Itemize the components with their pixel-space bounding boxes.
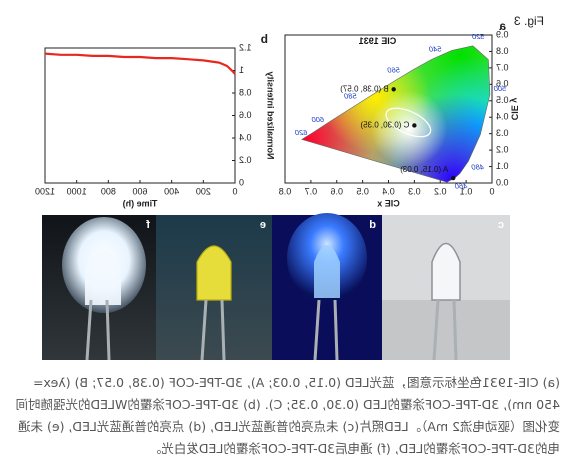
- x-tick-label: 0: [232, 186, 237, 196]
- wavelength-label: 520: [471, 32, 484, 41]
- x-axis-label: Time (h): [123, 198, 158, 208]
- y-tick-label: 0.7: [496, 62, 509, 72]
- photo: c: [382, 215, 510, 361]
- point-label: A (0.15, 0.03): [400, 165, 448, 174]
- wavelength-label: 620: [294, 128, 307, 137]
- data-point: [391, 87, 396, 92]
- figure-graphics: Fig. 3 0 0.1 0.2 0.3 0.4 0.5 0.6 0.7 0.8 0.0 0.1 0.…: [35, 14, 544, 361]
- x-tick-label: 600: [132, 186, 147, 196]
- x-tick-label: 400: [164, 186, 179, 196]
- panel-label: b: [261, 32, 268, 46]
- x-tick-label: 0.4: [382, 186, 395, 196]
- photo: f: [42, 215, 156, 361]
- wavelength-label: 580: [343, 91, 356, 100]
- led-lead: [432, 299, 440, 361]
- wavelength-label: 480: [471, 162, 484, 171]
- photo-bg-lower: [382, 300, 510, 360]
- y-tick-label: 0.5: [496, 95, 509, 105]
- led-body: [314, 245, 340, 298]
- led-lead: [220, 299, 226, 361]
- y-tick-label: 1.2: [239, 42, 252, 52]
- led-lead: [85, 299, 93, 361]
- x-tick-label: 200: [196, 186, 211, 196]
- led-lead: [105, 299, 111, 361]
- y-tick-label: 1: [239, 65, 244, 75]
- x-tick-label: 800: [101, 186, 116, 196]
- figure-label: Fig. 3: [514, 14, 544, 28]
- y-tick-label: 0.9: [496, 29, 509, 39]
- x-tick-label: 0: [489, 186, 494, 196]
- y-tick-label: 0.8: [239, 87, 252, 97]
- photo-label: f: [146, 219, 150, 231]
- data-point: [450, 175, 456, 181]
- y-tick-label: 0.2: [239, 155, 252, 165]
- photo: d: [272, 213, 382, 361]
- wavelength-label: 500: [493, 84, 506, 93]
- y-tick-label: 0.8: [496, 46, 509, 56]
- led-lead: [452, 299, 458, 361]
- y-tick-label: 0.2: [496, 144, 509, 154]
- gamut-outline: [301, 45, 491, 183]
- x-tick-label: 0.2: [434, 186, 447, 196]
- led-lead: [313, 299, 321, 361]
- plot-frame: [44, 47, 236, 184]
- wavelength-label: 540: [428, 44, 441, 53]
- y-tick-label: 0: [239, 177, 244, 187]
- y-tick-label: 0.3: [496, 128, 509, 138]
- point-label: C (0.30, 0.35): [360, 121, 409, 130]
- photo-label: e: [260, 219, 266, 231]
- y-tick-label: 0.4: [239, 132, 252, 142]
- photo: e: [156, 215, 272, 361]
- caption: (a) CIE-1931色坐标示意图，蓝光LED (0.15, 0.03; A)…: [15, 375, 560, 456]
- x-tick-label: 1200: [35, 186, 55, 196]
- wavelength-label: 600: [311, 115, 324, 124]
- y-tick-label: 0.4: [496, 112, 509, 122]
- x-tick-label: 0.3: [408, 186, 421, 196]
- x-tick-label: 0.5: [356, 186, 369, 196]
- panel-label: a: [499, 19, 506, 33]
- point-label: B (0.38, 0.57): [340, 84, 389, 93]
- y-tick-label: 0.0: [496, 177, 509, 187]
- y-axis-label: CIE y: [510, 98, 520, 121]
- x-tick-label: 0.1: [460, 186, 473, 196]
- y-tick-label: 0.1: [496, 161, 509, 171]
- annotation: CIE 1931: [359, 36, 397, 46]
- data-point: [412, 123, 417, 128]
- y-axis-label: Normalized intensity: [266, 71, 276, 159]
- x-tick-label: 1000: [67, 186, 87, 196]
- wavelength-label: 560: [387, 65, 400, 74]
- x-tick-label: 0.6: [330, 186, 343, 196]
- wavelength-label: 460: [454, 182, 467, 191]
- x-tick-label: 0.8: [279, 186, 292, 196]
- y-tick-label: 0.6: [496, 79, 509, 89]
- x-tick-label: 0.7: [305, 186, 318, 196]
- y-tick-label: 0.6: [239, 110, 252, 120]
- led-body: [431, 242, 461, 301]
- led-lead: [333, 299, 339, 361]
- highlight-ellipse: [385, 107, 432, 138]
- x-axis-label: CIE x: [377, 198, 400, 208]
- led-body: [196, 245, 232, 301]
- data-line: [44, 52, 236, 75]
- photo-label: d: [369, 219, 376, 231]
- led-body: [85, 250, 121, 305]
- led-lead: [200, 299, 208, 361]
- photo-label: c: [498, 219, 504, 231]
